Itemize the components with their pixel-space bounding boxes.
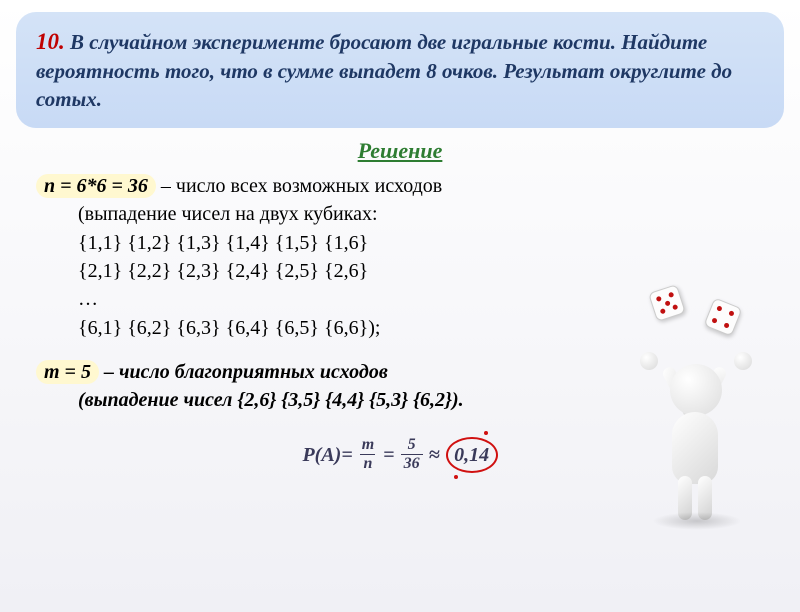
- fraction-5-36: 5 36: [401, 437, 423, 472]
- character-hand: [640, 352, 658, 370]
- frac2-den: 36: [401, 454, 423, 472]
- frac1-num: m: [359, 437, 377, 454]
- frac1-den: n: [360, 454, 375, 472]
- approx-sign: ≈: [429, 441, 440, 469]
- decorative-dot-icon: [454, 475, 458, 479]
- character-torso: [672, 412, 718, 484]
- frac2-num: 5: [405, 437, 419, 454]
- n-equation: n = 6*6 = 36: [36, 174, 156, 198]
- n-description: – число всех возможных исходов: [156, 175, 442, 197]
- dice-icon: [703, 297, 742, 336]
- character-head: [670, 364, 722, 416]
- formula-lhs: P(A)=: [302, 441, 352, 469]
- decorative-dot-icon: [484, 431, 488, 435]
- outcomes-row-1: {1,1} {1,2} {1,3} {1,4} {1,5} {1,6}: [36, 229, 764, 257]
- problem-text: В случайном эксперименте бросают две игр…: [36, 30, 732, 111]
- m-equation: m = 5: [36, 360, 99, 384]
- character-shadow: [652, 512, 742, 530]
- answer-circle: 0,14: [446, 437, 498, 473]
- dice-icon: [648, 284, 686, 322]
- character-illustration: [622, 284, 772, 524]
- problem-statement: 10. В случайном эксперименте бросают две…: [16, 12, 784, 128]
- solution-heading: Решение: [0, 138, 800, 164]
- outcomes-row-2: {2,1} {2,2} {2,3} {2,4} {2,5} {2,6}: [36, 257, 764, 285]
- fraction-mn: m n: [359, 437, 377, 472]
- character-hand: [734, 352, 752, 370]
- m-description: – число благоприятных исходов: [99, 361, 388, 383]
- n-subtext: (выпадение чисел на двух кубиках:: [36, 200, 764, 228]
- equals-sign: =: [383, 441, 394, 469]
- answer-value: 0,14: [454, 441, 489, 469]
- problem-number: 10.: [36, 29, 65, 54]
